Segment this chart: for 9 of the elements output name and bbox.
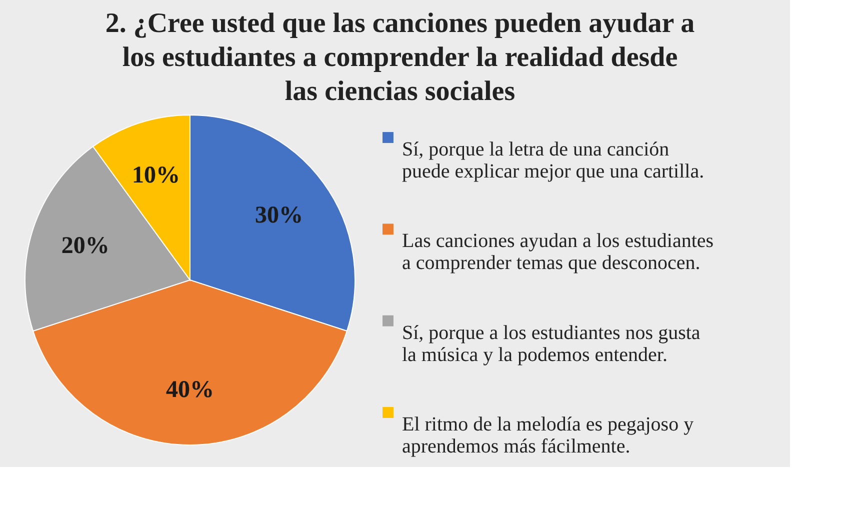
- data-label: 30%: [254, 202, 303, 228]
- data-label: 20%: [61, 233, 110, 260]
- chart-title: 2. ¿Cree usted que las canciones pueden ayudar a los estudiantes a comprender la realidad desde las ciencias sociales: [105, 8, 695, 107]
- legend-label: El ritmo de la melodía es pegajoso y aprendemos más fácilmente.: [402, 414, 694, 458]
- legend-label: Las canciones ayudan a los estudiantes a comprender temas que desconocen.: [402, 230, 714, 274]
- data-label: 10%: [132, 162, 180, 188]
- legend-label: Sí, porque la letra de una canción puede explicar mejor que una cartilla.: [402, 138, 704, 182]
- legend-label: Sí, porque a los estudiantes nos gusta la música y la podemos entender.: [402, 322, 700, 366]
- data-label: 40%: [166, 377, 214, 403]
